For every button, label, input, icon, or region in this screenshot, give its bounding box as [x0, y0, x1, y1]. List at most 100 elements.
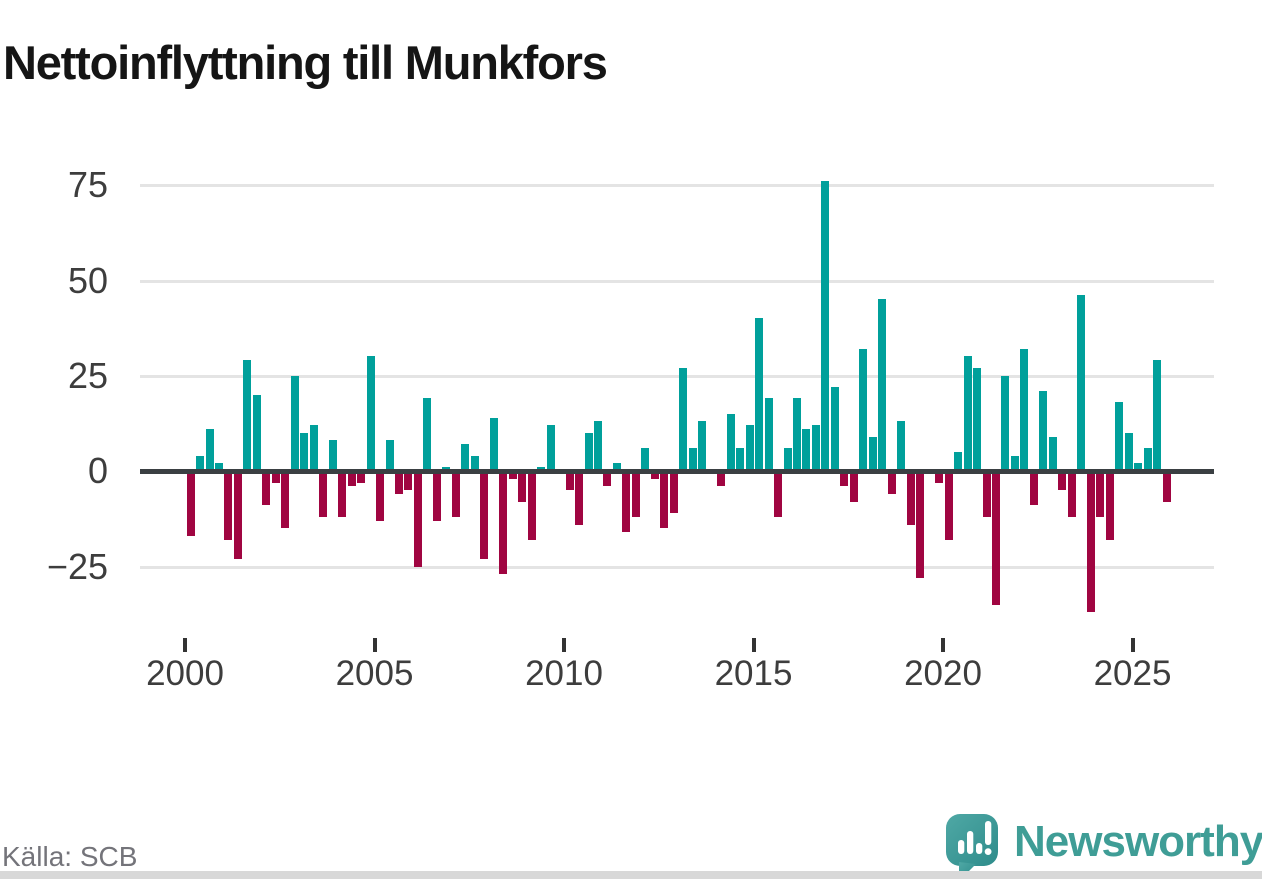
bar [603, 471, 612, 487]
bar [944, 471, 953, 540]
bar [1105, 471, 1114, 540]
bar [849, 471, 858, 502]
bar [1162, 471, 1171, 502]
bar [1039, 390, 1048, 471]
bar [1010, 455, 1019, 471]
bar [991, 471, 1000, 605]
x-tick [751, 638, 756, 652]
bar [1077, 295, 1086, 471]
bar [233, 471, 242, 559]
bar [489, 417, 498, 471]
bar [376, 471, 384, 521]
bar [347, 471, 356, 487]
zero-axis-line [140, 468, 1214, 474]
bar [1001, 375, 1010, 471]
bar [669, 471, 678, 513]
gridline [140, 279, 1214, 283]
gridline [140, 183, 1214, 187]
x-axis-label: 2025 [1093, 654, 1172, 693]
bar [309, 425, 318, 471]
bar [963, 356, 972, 471]
bar [774, 471, 782, 517]
bar [423, 398, 432, 471]
newsworthy-wordmark: Newsworthy [1014, 817, 1262, 866]
bar [622, 471, 631, 533]
bar [887, 471, 896, 494]
bar [1086, 471, 1095, 613]
bar [1143, 448, 1152, 471]
y-axis-label: 75 [67, 164, 108, 205]
bar [300, 432, 309, 471]
x-axis-label: 2000 [146, 654, 224, 693]
bar [1029, 471, 1038, 506]
bottom-bar [0, 871, 1262, 879]
bar [726, 413, 735, 471]
bar [461, 444, 470, 471]
bar [271, 471, 280, 483]
bar [650, 471, 659, 479]
bar [290, 375, 299, 471]
bar [499, 471, 508, 575]
x-tick [941, 638, 945, 652]
bar [859, 348, 868, 471]
gridline [140, 374, 1214, 378]
bar [214, 463, 223, 471]
bar [641, 448, 650, 471]
bar [792, 398, 801, 471]
bar [565, 471, 574, 491]
bar [840, 471, 849, 487]
bar [432, 471, 441, 521]
bar [281, 471, 290, 529]
bar [935, 471, 944, 483]
bar [1096, 471, 1105, 517]
bar [196, 455, 204, 471]
x-tick [1130, 638, 1135, 652]
bar [868, 436, 877, 471]
bar [1115, 402, 1124, 471]
bar [811, 425, 820, 471]
bar [660, 471, 669, 529]
bar [546, 425, 555, 471]
newsworthy-logo: Newsworthy [946, 812, 1262, 879]
bar [470, 455, 479, 471]
source-label: Källa: SCB [2, 841, 138, 872]
bar [527, 471, 536, 540]
y-axis-label: 25 [67, 355, 108, 396]
bar [982, 471, 991, 517]
bar [688, 448, 697, 471]
y-axis-label: 50 [67, 260, 108, 301]
bar [878, 299, 887, 471]
bar [584, 432, 593, 471]
bar [594, 421, 602, 471]
bar [319, 471, 328, 517]
bar [973, 367, 981, 471]
bar [1153, 360, 1161, 471]
bar [755, 318, 763, 471]
bar [385, 440, 394, 471]
bar [954, 451, 962, 471]
x-axis-label: 2005 [335, 654, 414, 693]
newsworthy-bubble-icon [946, 814, 998, 879]
bar [821, 180, 830, 471]
bar [736, 448, 745, 471]
bar [508, 471, 517, 479]
bar [906, 471, 915, 525]
bar [480, 471, 489, 559]
bar [205, 429, 214, 471]
x-axis-label: 2010 [525, 654, 603, 693]
bar [916, 471, 925, 578]
page-title: Nettoinflyttning till Munkfors [3, 36, 608, 90]
y-axis-label: 0 [87, 450, 108, 491]
bar [1124, 432, 1133, 471]
bar [1020, 348, 1029, 471]
bar [575, 471, 583, 525]
x-tick [372, 638, 377, 652]
bar [186, 471, 195, 536]
bar [1134, 463, 1143, 471]
bar [243, 360, 252, 471]
bar [224, 471, 233, 540]
bar [357, 471, 366, 483]
x-tick [562, 638, 566, 652]
bar [518, 471, 527, 502]
